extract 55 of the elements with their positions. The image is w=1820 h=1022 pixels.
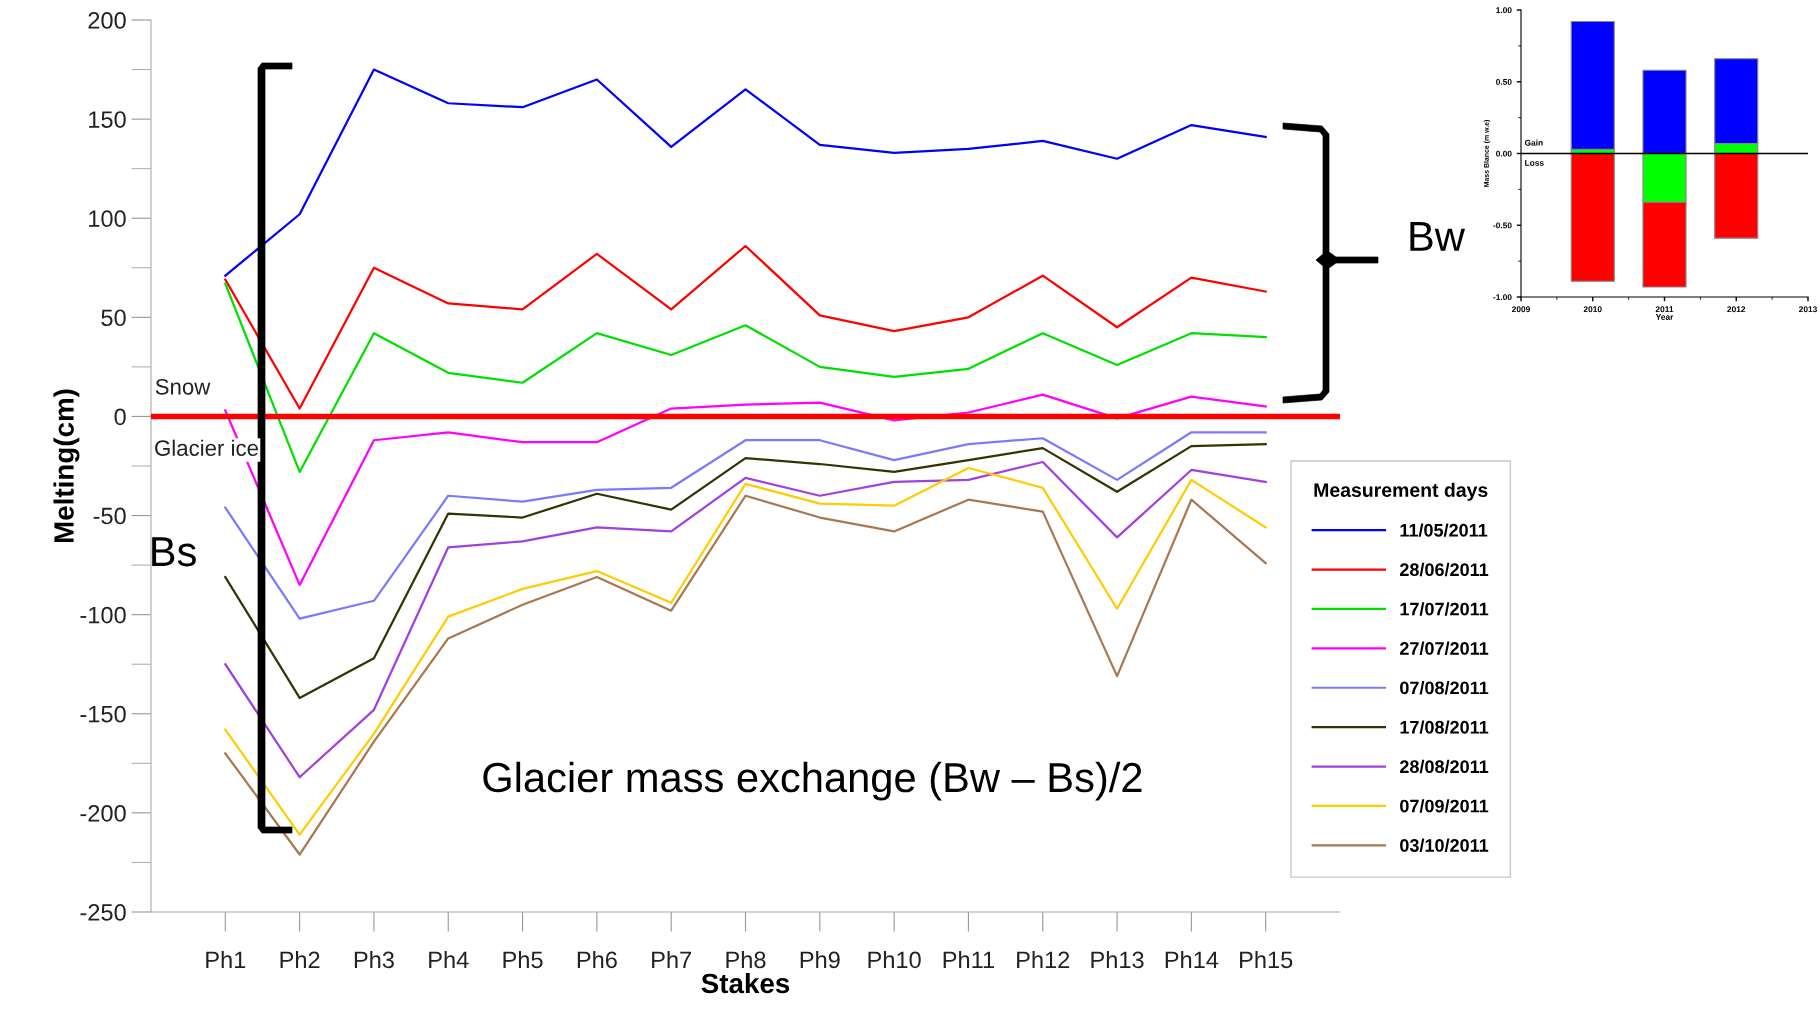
x-tick-label: Ph13 bbox=[1091, 950, 1144, 969]
x-tick-label: Ph1 bbox=[206, 950, 246, 968]
x-tick-label: Ph3 bbox=[354, 950, 394, 969]
text: Bw bbox=[1410, 222, 1465, 251]
y-tick-label: 200 bbox=[88, 12, 126, 29]
x-tick-label: Ph11 bbox=[943, 950, 994, 968]
legend-label: 28/08/2011 bbox=[1399, 759, 1489, 774]
x-axis-title: Year bbox=[1655, 314, 1674, 320]
y-tick-label: -250 bbox=[80, 904, 126, 921]
legend-label: 17/07/2011 bbox=[1400, 602, 1489, 616]
y-tick-label: 150 bbox=[89, 111, 126, 128]
y-tick-label: -0.50 bbox=[1493, 222, 1512, 229]
y-tick-label: 0 bbox=[114, 408, 126, 426]
x-tick-label: Ph2 bbox=[280, 950, 320, 968]
legend-label: 17/08/2011 bbox=[1400, 720, 1489, 734]
x-tick-label: 2012 bbox=[1727, 306, 1746, 313]
x-tick-label: Ph10 bbox=[868, 950, 921, 969]
y-tick-label: -150 bbox=[80, 705, 126, 723]
y-tick-label: -100 bbox=[80, 606, 126, 624]
x-axis-title: Stakes bbox=[701, 972, 790, 994]
legend-label: 27/07/2011 bbox=[1399, 641, 1489, 656]
x-tick-label: Ph12 bbox=[1017, 950, 1070, 968]
y-tick-label: 0.00 bbox=[1496, 150, 1512, 157]
annotation: Snow bbox=[155, 378, 211, 395]
x-tick-label: Ph15 bbox=[1240, 950, 1293, 969]
y-axis-title: Melting(cm) bbox=[53, 389, 80, 543]
y-tick-label: 50 bbox=[101, 309, 126, 327]
x-tick-label: Ph7 bbox=[652, 950, 692, 968]
legend-title: Measurement days bbox=[1314, 482, 1488, 501]
annotation: Glacier ice bbox=[155, 439, 258, 456]
x-tick-label: Ph14 bbox=[1165, 950, 1219, 968]
legend-label: 28/06/2011 bbox=[1399, 562, 1489, 577]
legend-label: 11/05/2011 bbox=[1400, 523, 1488, 537]
legend-label: 07/09/2011 bbox=[1400, 799, 1489, 813]
x-tick-label: 2011 bbox=[1655, 306, 1674, 313]
x-tick-label: Ph6 bbox=[577, 950, 617, 969]
annotation: Bs bbox=[152, 537, 196, 567]
annotation: Loss bbox=[1525, 159, 1544, 166]
y-tick-label: -200 bbox=[80, 804, 126, 822]
x-tick-label: 2009 bbox=[1512, 306, 1530, 313]
y-tick-label: -1.00 bbox=[1493, 294, 1512, 301]
y-tick-label: -50 bbox=[93, 507, 126, 525]
x-tick-label: 2013 bbox=[1799, 306, 1817, 313]
legend-label: 03/10/2011 bbox=[1400, 838, 1489, 853]
y-tick-label: 100 bbox=[89, 210, 126, 228]
x-tick-label: Ph4 bbox=[429, 950, 469, 968]
x-tick-label: 2010 bbox=[1583, 306, 1602, 313]
annotation: Gain bbox=[1524, 139, 1543, 146]
x-tick-label: Ph9 bbox=[800, 950, 840, 969]
annotation: Glacier mass exchange (Bw – Bs)/2 bbox=[483, 761, 1142, 801]
x-tick-label: Ph5 bbox=[503, 950, 543, 969]
x-tick-label: Ph8 bbox=[726, 950, 766, 969]
y-tick-label: 1.00 bbox=[1496, 7, 1512, 14]
legend-label: 07/08/2011 bbox=[1400, 680, 1489, 695]
y-tick-label: 0.50 bbox=[1496, 78, 1512, 85]
